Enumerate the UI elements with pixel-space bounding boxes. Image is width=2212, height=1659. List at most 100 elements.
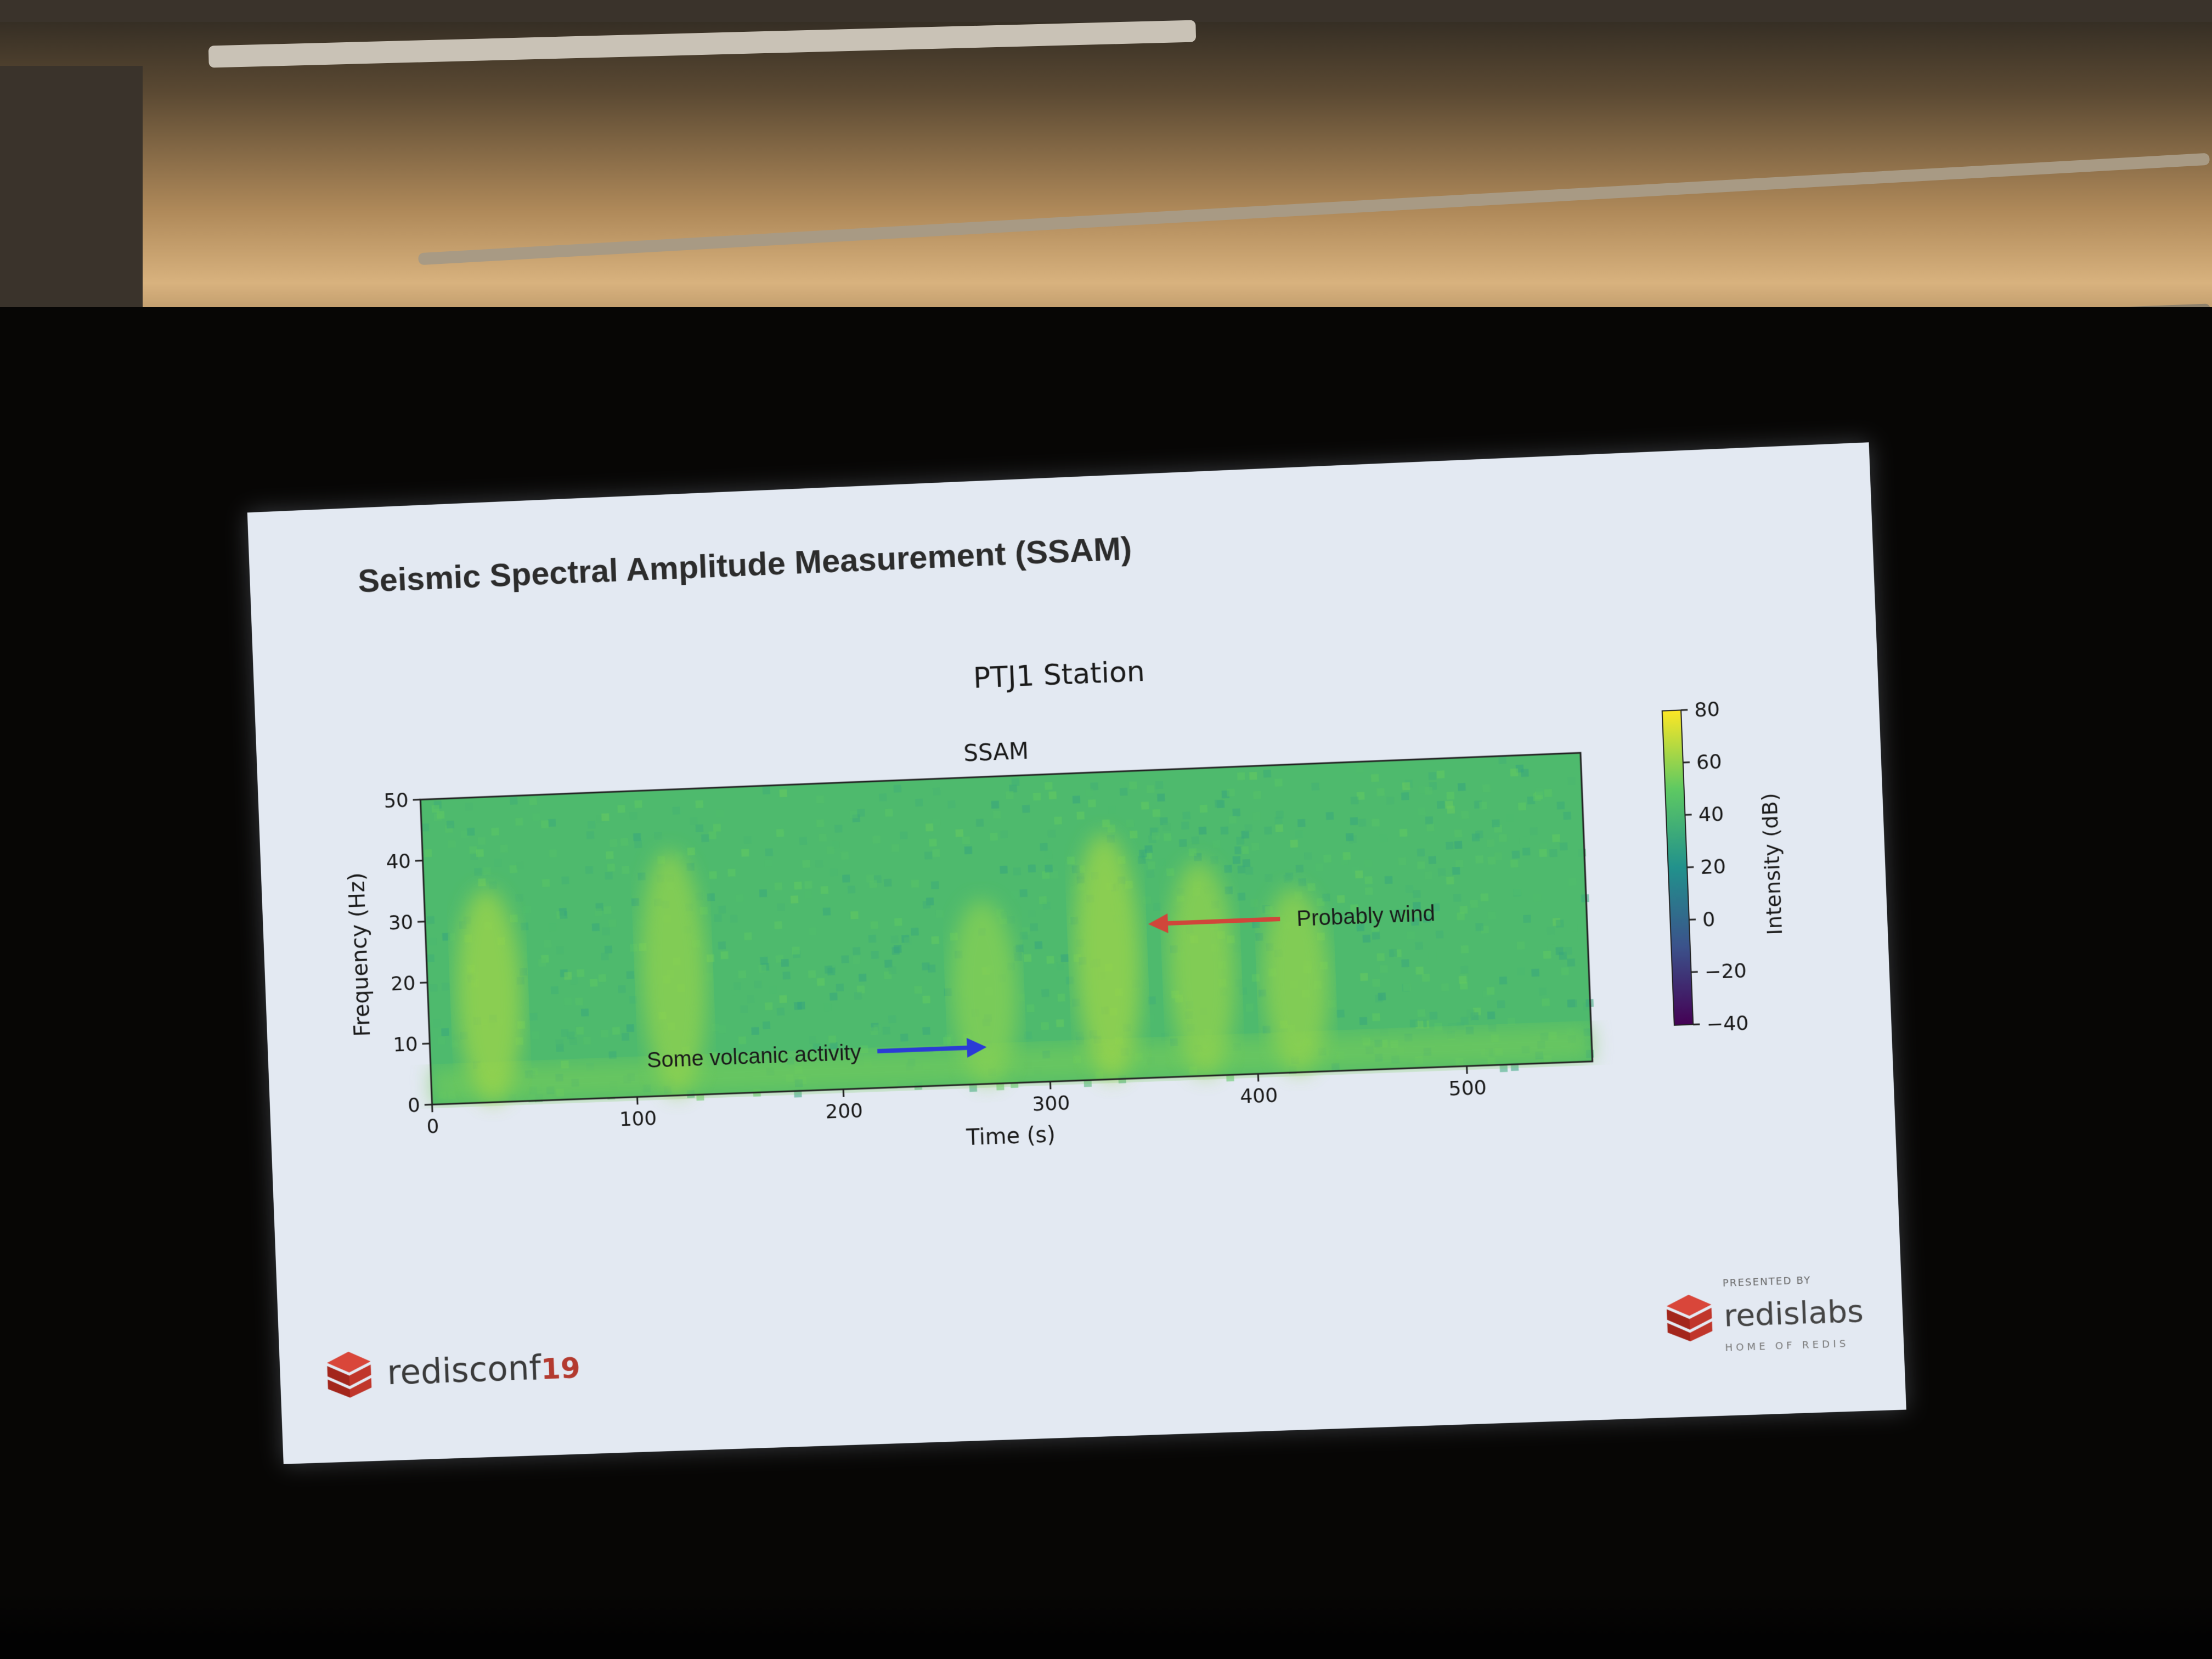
heatmap-cell [709, 1052, 718, 1060]
heatmap-cell [944, 988, 952, 996]
heatmap-cell [1568, 878, 1577, 886]
heatmap-cell [1315, 863, 1324, 871]
heatmap-cell [541, 879, 550, 887]
heatmap-cell [1006, 791, 1014, 799]
heatmap-cell [860, 1045, 868, 1053]
heatmap-cell [1085, 788, 1093, 797]
heatmap-cell [567, 1031, 575, 1040]
heatmap-cell [1426, 823, 1435, 832]
heatmap-cell [1423, 915, 1431, 923]
heatmap-cell [1011, 778, 1020, 786]
heatmap-cell [1153, 902, 1161, 911]
heatmap-cell [601, 813, 610, 821]
heatmap-cell [1447, 805, 1455, 814]
heatmap-cell [1325, 812, 1334, 820]
heatmap-cell [607, 864, 616, 872]
redisconf-word: redisconf [386, 1347, 542, 1392]
heatmap-cell [891, 844, 900, 853]
heatmap-cell [441, 983, 450, 991]
heatmap-cell [866, 874, 874, 883]
heatmap-cell [1043, 902, 1051, 910]
y-tick-mark [425, 1104, 432, 1105]
heatmap-cell [1435, 930, 1444, 939]
heatmap-cell [888, 1015, 896, 1024]
heatmap-cell [1146, 870, 1155, 878]
heatmap-cell [794, 881, 802, 890]
heatmap-cell [1567, 777, 1576, 786]
x-tick-mark [1049, 1081, 1052, 1090]
heatmap-cell [1148, 996, 1156, 1005]
heatmap-cell [695, 824, 704, 833]
heatmap-cell [1510, 1063, 1519, 1071]
heatmap-cell [1458, 783, 1466, 791]
heatmap-cell [894, 918, 902, 926]
heatmap-cell [975, 819, 984, 827]
heatmap-cell [709, 871, 717, 879]
heatmap-cell [548, 819, 556, 827]
heatmap-cell [741, 849, 749, 857]
heatmap-cell [1252, 920, 1260, 929]
heatmap-cell [575, 997, 583, 1006]
annotation-arrowhead [966, 1037, 988, 1058]
heatmap-cell [815, 860, 823, 868]
heatmap-cell [990, 832, 998, 841]
y-tick-label: 20 [391, 972, 416, 996]
heatmap-cell [1000, 866, 1008, 874]
heatmap-cell [1452, 867, 1460, 875]
heatmap-cell [870, 1027, 878, 1035]
redisconf-wordmark: redisconf19 [386, 1346, 581, 1392]
heatmap-cell [950, 932, 958, 941]
heatmap-cell [1191, 836, 1200, 845]
heatmap-cell [1009, 785, 1017, 793]
heatmap-cell [1360, 973, 1368, 981]
heatmap-cell [432, 1019, 441, 1028]
heatmap-cell [556, 946, 565, 955]
heatmap-cell [523, 905, 531, 913]
heatmap-cell [1188, 848, 1197, 856]
heatmap-cell [560, 969, 568, 978]
heatmap-cell [870, 921, 879, 929]
heatmap-cell [1474, 800, 1482, 809]
heatmap-cell [1475, 923, 1484, 931]
heatmap-cell [629, 944, 638, 952]
heatmap-cell [1355, 870, 1363, 879]
heatmap-cell [1194, 853, 1202, 861]
heatmap-cell [1581, 894, 1589, 902]
heatmap-cell [483, 867, 492, 876]
heatmap-cell [735, 894, 744, 902]
heatmap-cell [550, 986, 559, 995]
heatmap-cell [1022, 805, 1031, 814]
heatmap-cell [626, 971, 635, 979]
heatmap-cell [900, 1034, 909, 1042]
heatmap-cell [1236, 837, 1244, 845]
plot-area [420, 753, 1596, 1112]
heatmap-cell [1418, 808, 1426, 816]
heatmap-cell [1108, 805, 1116, 814]
heatmap-cell [1386, 797, 1395, 805]
heatmap-cell [1482, 990, 1491, 998]
heatmap-cell [1395, 909, 1403, 918]
heatmap-cell [964, 846, 973, 855]
heatmap-cell [465, 802, 473, 811]
heatmap-cell [529, 1012, 538, 1021]
heatmap-cell [569, 1037, 577, 1045]
heatmap-cell [1539, 849, 1547, 857]
heatmap-cell [686, 862, 695, 871]
heatmap-cell [1014, 953, 1022, 961]
heatmap-cell [859, 973, 867, 982]
heatmap-cell [1404, 780, 1413, 788]
heatmap-cell [857, 809, 865, 817]
heatmap-cell [1283, 874, 1292, 883]
heatmap-cell [621, 1032, 630, 1041]
heatmap-burst [453, 887, 526, 1104]
y-tick-mark [422, 1043, 430, 1044]
heatmap-cell [1181, 821, 1189, 830]
heatmap-cell [549, 923, 557, 932]
heatmap-cell [601, 952, 609, 961]
heatmap-cell [804, 890, 812, 899]
heatmap-cell [1075, 1031, 1084, 1040]
heatmap-cell [1369, 911, 1378, 920]
heatmap-cell [561, 1060, 569, 1069]
heatmap-cell [1152, 809, 1161, 817]
heatmap-cell [762, 786, 771, 795]
